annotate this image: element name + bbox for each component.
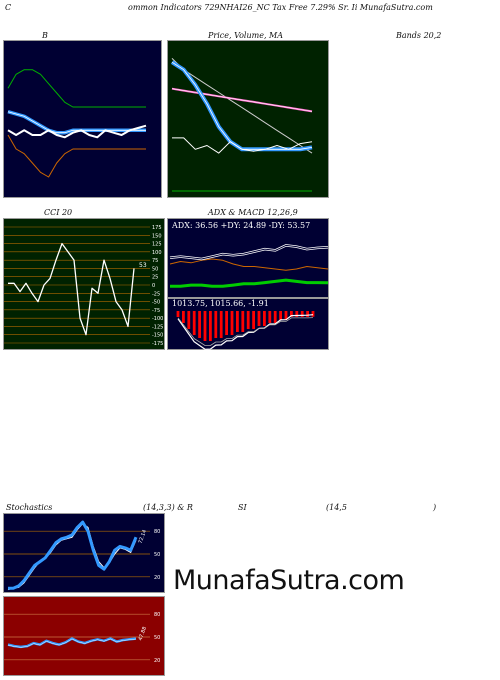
cci-tick-label: -125 [152, 324, 163, 330]
bands-label: Bands 20,2 [396, 31, 442, 40]
stoch-current-value: 72.14 [138, 529, 149, 545]
cci-current-value: 53 [139, 262, 147, 269]
price-chart [170, 58, 313, 192]
rsi-current-value: 47.88 [138, 626, 149, 642]
macd-signal-line [177, 314, 314, 350]
adx-chart [169, 244, 329, 288]
stoch-chart: 80 50 20 72.14 [4, 520, 160, 591]
price-ma-grey-line [171, 58, 313, 154]
cci-tick-label: 175 [152, 225, 162, 231]
rsi-params: (14,5 [326, 503, 347, 512]
adx-panel [167, 218, 329, 298]
cci-tick-label: -175 [152, 341, 163, 347]
cci-tick-label: 100 [152, 250, 162, 256]
price-ma-white-line [171, 88, 313, 112]
adx-minus-di-line [169, 244, 329, 261]
header-left-mark: C [5, 3, 12, 12]
adx-minus-di-core [169, 244, 329, 260]
cci-tick-label: -75 [152, 308, 160, 314]
stoch-params: (14,3,3) & R [143, 503, 193, 512]
stoch-tick-label: 20 [154, 575, 160, 581]
bollinger-label: B [42, 31, 48, 40]
rsi-label: SI [238, 503, 247, 512]
stoch-k-line [8, 520, 138, 590]
cci-tick-label: 50 [152, 266, 158, 272]
adx-macd-label: ADX & MACD 12,26,9 [208, 208, 298, 217]
rsi-tick-label: 50 [154, 635, 160, 641]
rsi-line [7, 637, 137, 649]
price-ma-label: Price, Volume, MA [208, 31, 284, 40]
rsi-line-core [7, 638, 137, 648]
price-panel [167, 40, 329, 198]
cci-tick-label: -150 [152, 333, 163, 339]
macd-panel [167, 298, 329, 350]
cci-panel: 175 150 125 100 75 50 25 0 -25 -50 -75 -100 -125 -150… [3, 218, 165, 350]
bb-price-line [7, 124, 147, 139]
rsi-close: ) [433, 503, 437, 512]
rsi-chart: 80 50 20 47.88 [4, 612, 160, 664]
rsi-tick-label: 20 [154, 658, 160, 664]
adx-values: ADX: 36.56 +DY: 24.89 -DY: 53.57 [172, 221, 311, 230]
cci-label: CCI 20 [44, 208, 73, 217]
cci-tick-label: 25 [152, 275, 158, 281]
cci-tick-label: 75 [152, 258, 158, 264]
bb-lower-line [7, 134, 146, 178]
macd-values: 1013.75, 1015.66, -1.91 [172, 299, 269, 308]
cci-tick-label: -50 [152, 300, 160, 306]
adx-plus-di-line [170, 278, 329, 288]
cci-line [8, 242, 135, 336]
macd-line [177, 317, 314, 346]
page-title: ommon Indicators 729NHAI26_NC Tax Free 7… [128, 3, 433, 12]
macd-chart [176, 311, 315, 350]
rsi-tick-label: 80 [154, 612, 160, 618]
rsi-panel: 80 50 20 47.88 [3, 596, 165, 676]
cci-tick-label: 125 [152, 242, 162, 248]
bb-upper-line [7, 69, 146, 108]
cci-tick-label: -25 [152, 291, 160, 297]
stoch-tick-label: 50 [154, 552, 160, 558]
stoch-panel: 80 50 20 72.14 [3, 513, 165, 593]
cci-tick-label: -100 [152, 316, 163, 322]
bollinger-chart [7, 69, 147, 178]
price-close-line [172, 137, 313, 154]
stoch-tick-label: 80 [154, 529, 160, 535]
watermark: MunafaSutra.com [173, 565, 405, 596]
adx-line [169, 258, 329, 271]
cci-tick-label: 150 [152, 233, 162, 239]
bollinger-panel [3, 40, 162, 198]
cci-chart: 175 150 125 100 75 50 25 0 -25 -50 -75 -100 -125 -150… [4, 225, 163, 347]
bb-middle-white-line [7, 111, 146, 134]
bb-middle-blue-line [7, 110, 146, 135]
cci-tick-label: 0 [152, 283, 155, 289]
stoch-label: Stochastics [6, 503, 53, 512]
